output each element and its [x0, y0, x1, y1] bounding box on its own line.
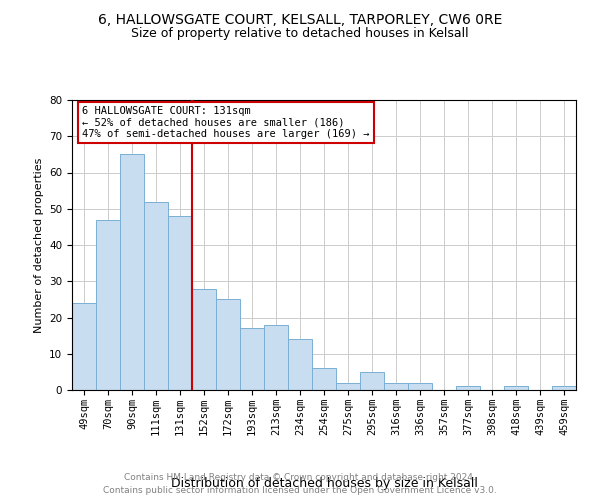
- Bar: [120, 154, 144, 390]
- Bar: [504, 386, 528, 390]
- Bar: [552, 386, 576, 390]
- Bar: [288, 339, 312, 390]
- Text: 6, HALLOWSGATE COURT, KELSALL, TARPORLEY, CW6 0RE: 6, HALLOWSGATE COURT, KELSALL, TARPORLEY…: [98, 12, 502, 26]
- Bar: [456, 386, 480, 390]
- Text: Size of property relative to detached houses in Kelsall: Size of property relative to detached ho…: [131, 28, 469, 40]
- Bar: [360, 372, 384, 390]
- X-axis label: Distribution of detached houses by size in Kelsall: Distribution of detached houses by size …: [170, 477, 478, 490]
- Bar: [72, 303, 96, 390]
- Bar: [336, 383, 360, 390]
- Bar: [312, 368, 336, 390]
- Text: Contains public sector information licensed under the Open Government Licence v3: Contains public sector information licen…: [103, 486, 497, 495]
- Bar: [216, 300, 240, 390]
- Bar: [384, 383, 408, 390]
- Bar: [168, 216, 192, 390]
- Bar: [408, 383, 432, 390]
- Bar: [192, 288, 216, 390]
- Bar: [144, 202, 168, 390]
- Text: 6 HALLOWSGATE COURT: 131sqm
← 52% of detached houses are smaller (186)
47% of se: 6 HALLOWSGATE COURT: 131sqm ← 52% of det…: [82, 106, 370, 139]
- Bar: [96, 220, 120, 390]
- Bar: [264, 325, 288, 390]
- Text: Contains HM Land Registry data © Crown copyright and database right 2024.: Contains HM Land Registry data © Crown c…: [124, 474, 476, 482]
- Y-axis label: Number of detached properties: Number of detached properties: [34, 158, 44, 332]
- Bar: [240, 328, 264, 390]
